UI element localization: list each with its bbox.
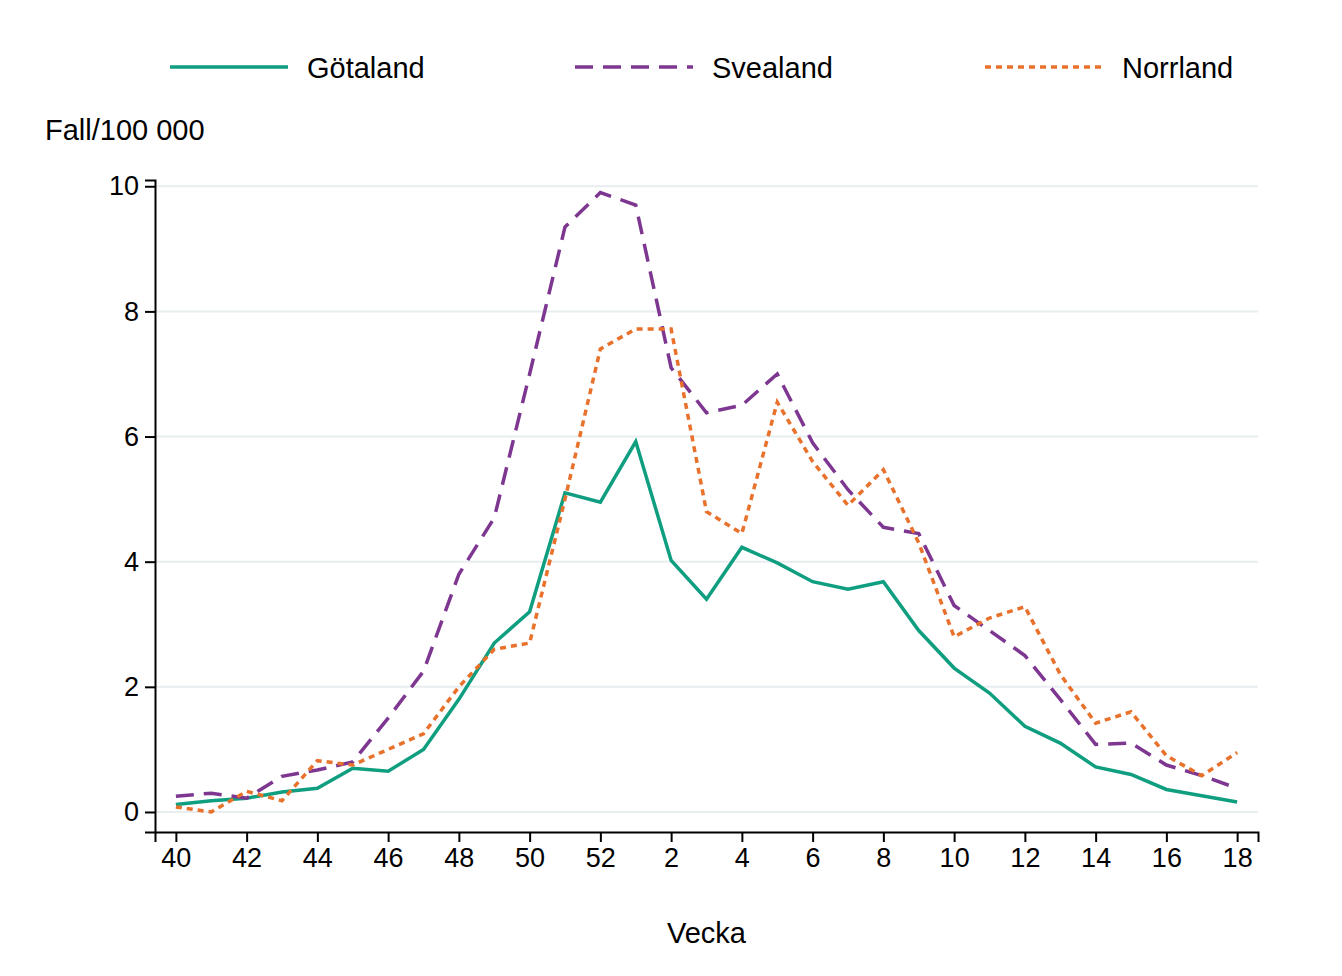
x-tick-mark <box>954 832 956 842</box>
legend-item: Norrland <box>985 52 1233 84</box>
x-tick-mark <box>246 832 248 842</box>
legend-swatch <box>985 65 1103 69</box>
y-tick: 2 <box>124 672 155 702</box>
y-tick: 0 <box>124 797 155 827</box>
x-tick: 46 <box>374 832 404 873</box>
y-tick-mark <box>145 311 155 313</box>
chart: 40424446485052246810121416180246810Fall/… <box>0 0 1342 976</box>
x-tick: 10 <box>940 832 970 873</box>
x-axis-line <box>156 833 1259 843</box>
legend-item: Svealand <box>575 52 833 84</box>
x-tick-label: 10 <box>940 843 970 873</box>
x-tick-mark <box>1095 832 1097 842</box>
x-tick-mark <box>883 832 885 842</box>
x-axis-title: Vecka <box>667 917 747 949</box>
legend-swatch <box>575 65 693 69</box>
x-tick-label: 42 <box>232 843 262 873</box>
x-tick: 8 <box>876 832 891 873</box>
y-tick-label: 10 <box>109 171 139 201</box>
x-tick: 16 <box>1152 832 1182 873</box>
x-tick: 42 <box>232 832 262 873</box>
y-tick-mark <box>145 561 155 563</box>
x-tick: 12 <box>1010 832 1040 873</box>
x-tick: 44 <box>303 832 333 873</box>
x-tick: 14 <box>1081 832 1111 873</box>
x-tick-mark <box>529 832 531 842</box>
grid-line <box>155 811 1258 813</box>
grid-line <box>155 561 1258 563</box>
x-tick-mark <box>317 832 319 842</box>
x-tick-mark <box>1024 832 1026 842</box>
legend-label: Norrland <box>1122 52 1233 84</box>
x-tick: 18 <box>1223 832 1253 873</box>
y-tick-mark <box>145 186 155 188</box>
x-tick-mark <box>600 832 602 842</box>
x-tick: 40 <box>161 832 191 873</box>
x-tick: 50 <box>515 832 545 873</box>
grid-line <box>155 436 1258 438</box>
y-tick: 4 <box>124 547 155 577</box>
x-tick-label: 4 <box>735 843 750 873</box>
x-tick-mark <box>175 832 177 842</box>
y-tick-label: 0 <box>124 797 139 827</box>
x-tick-mark <box>1166 832 1168 842</box>
grid-line <box>155 185 1258 187</box>
x-tick-mark <box>671 832 673 842</box>
x-tick-label: 6 <box>806 843 821 873</box>
y-tick-mark <box>145 686 155 688</box>
grid-line <box>155 686 1258 688</box>
x-tick-mark <box>458 832 460 842</box>
x-tick-label: 46 <box>374 843 404 873</box>
x-tick-label: 18 <box>1223 843 1253 873</box>
series-line <box>176 193 1237 799</box>
x-tick-label: 12 <box>1010 843 1040 873</box>
x-tick-label: 48 <box>444 843 474 873</box>
y-tick: 6 <box>124 422 155 452</box>
lines <box>176 193 1237 812</box>
x-tick: 52 <box>586 832 616 873</box>
y-tick-label: 2 <box>124 672 139 702</box>
y-axis-line <box>145 181 156 833</box>
legend-label: Svealand <box>712 52 833 84</box>
x-tick-label: 14 <box>1081 843 1111 873</box>
x-tick-mark <box>812 832 814 842</box>
x-tick: 2 <box>664 832 679 873</box>
series-line <box>176 442 1237 805</box>
x-tick: 4 <box>735 832 750 873</box>
x-tick-label: 40 <box>161 843 191 873</box>
x-tick-label: 8 <box>876 843 891 873</box>
x-tick-label: 50 <box>515 843 545 873</box>
y-tick-label: 6 <box>124 422 139 452</box>
grid-line <box>155 310 1258 312</box>
y-axis-title: Fall/100 000 <box>45 114 205 146</box>
x-tick-label: 16 <box>1152 843 1182 873</box>
x-tick: 6 <box>806 832 821 873</box>
x-tick: 48 <box>444 832 474 873</box>
x-tick-label: 44 <box>303 843 333 873</box>
legend: Götaland Svealand Norrland <box>170 52 1233 84</box>
x-tick-label: 52 <box>586 843 616 873</box>
y-tick: 10 <box>109 171 155 201</box>
y-axis: 0 2 4 6 8 10 <box>109 171 156 832</box>
x-tick-mark <box>388 832 390 842</box>
y-tick-mark <box>145 811 155 813</box>
legend-swatch <box>170 65 288 69</box>
series-line <box>176 329 1237 812</box>
y-tick-mark <box>145 436 155 438</box>
grid <box>155 186 1258 812</box>
y-tick-label: 4 <box>124 547 139 577</box>
x-tick-mark <box>1237 832 1239 842</box>
y-tick: 8 <box>124 297 155 327</box>
legend-label: Götaland <box>307 52 425 84</box>
x-tick-mark <box>741 832 743 842</box>
y-tick-label: 8 <box>124 297 139 327</box>
x-tick-label: 2 <box>664 843 679 873</box>
legend-item: Götaland <box>170 52 425 84</box>
x-axis: 4042444648505224681012141618 <box>156 832 1259 873</box>
